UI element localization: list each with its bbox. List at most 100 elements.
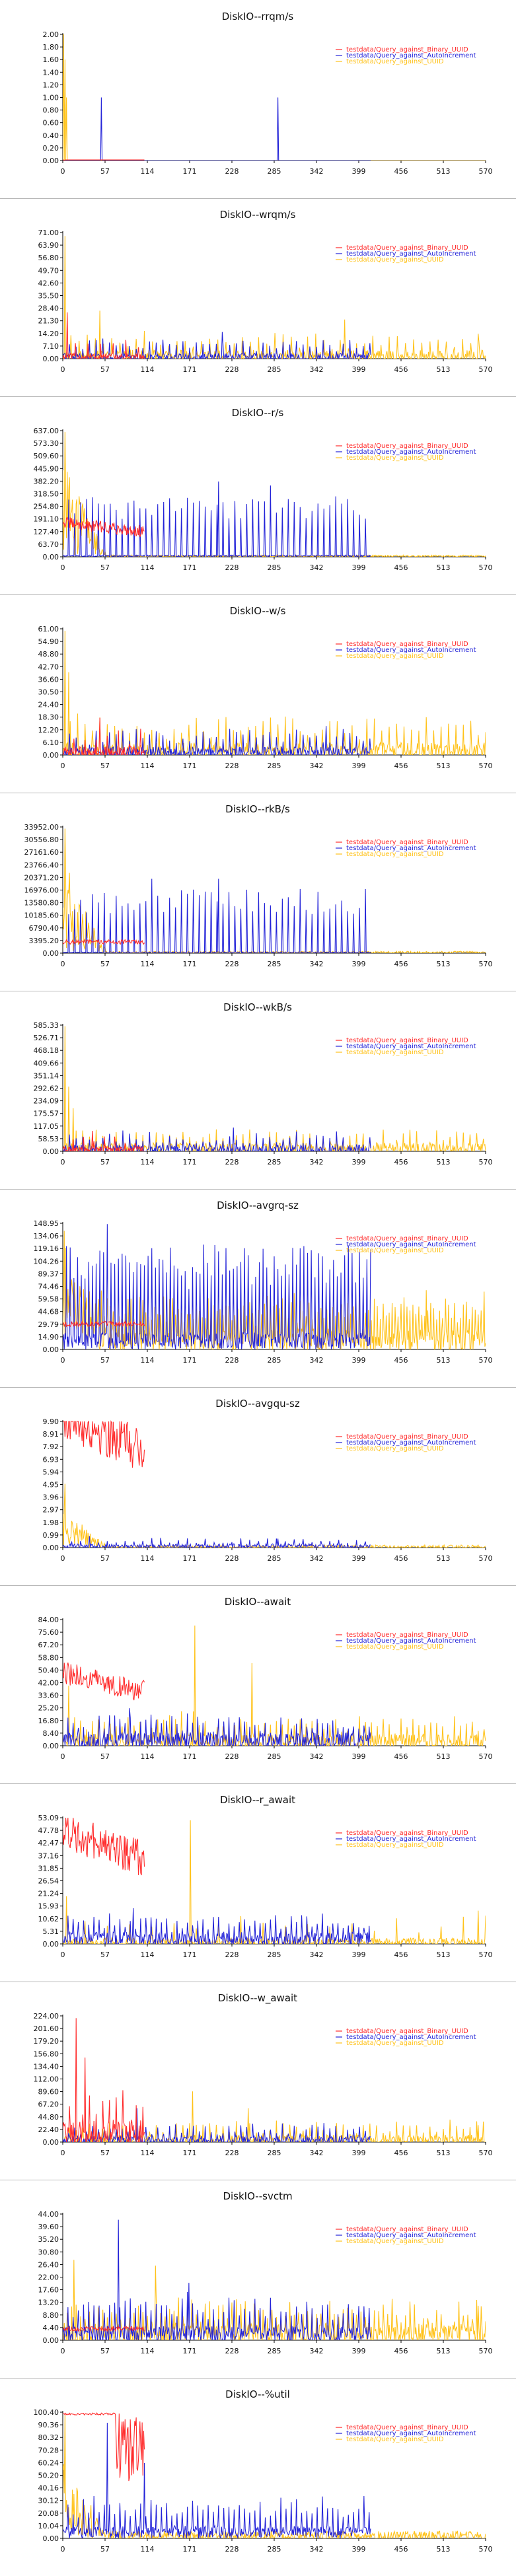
y-tick-label: 526.71 — [34, 1034, 59, 1042]
x-tick-label: 114 — [141, 1158, 155, 1166]
x-tick-label: 0 — [61, 2545, 65, 2554]
panel-divider — [0, 1585, 516, 1586]
series-line-blue — [63, 2219, 371, 2340]
x-tick-label: 456 — [394, 1158, 408, 1166]
x-tick-label: 228 — [225, 1356, 239, 1365]
y-tick-label: 13580.80 — [24, 899, 59, 908]
x-tick-label: 399 — [352, 1356, 366, 1365]
y-tick-label: 0.40 — [43, 131, 59, 140]
y-tick-label: 44.68 — [38, 1308, 59, 1316]
chart-title: DiskIO--await — [225, 1596, 291, 1608]
x-tick-label: 570 — [479, 1158, 493, 1166]
x-tick-label: 0 — [61, 1554, 65, 1563]
x-tick-label: 114 — [141, 2545, 155, 2554]
y-tick-label: 24.40 — [38, 701, 59, 709]
legend-label: testdata/Query_against_AutoIncrement — [346, 52, 476, 59]
y-tick-label: 0.00 — [43, 949, 59, 958]
x-tick-label: 342 — [310, 762, 324, 770]
y-tick-label: 112.00 — [34, 2075, 59, 2084]
y-tick-label: 42.47 — [38, 1839, 59, 1847]
legend-label: testdata/Query_against_UUID — [346, 1445, 444, 1452]
y-tick-label: 12.20 — [38, 726, 59, 734]
y-tick-label: 201.60 — [34, 2024, 59, 2033]
y-tick-label: 6.10 — [43, 738, 59, 747]
chart-panel: DiskIO--await 0.00 8.40 16.80 25.20 33.60 42.0… — [0, 1585, 516, 1783]
y-tick-label: 49.70 — [38, 266, 59, 275]
legend-label: testdata/Query_against_Binary_UUID — [346, 839, 468, 846]
y-tick-label: 30556.80 — [24, 836, 59, 844]
y-tick-label: 50.40 — [38, 1666, 59, 1674]
y-tick-label: 1.98 — [43, 1519, 59, 1527]
x-tick-label: 171 — [183, 960, 197, 968]
x-tick-label: 0 — [61, 1158, 65, 1166]
x-tick-label: 513 — [437, 1752, 451, 1761]
legend-label: testdata/Query_against_AutoIncrement — [346, 845, 476, 852]
y-tick-label: 5.94 — [43, 1468, 59, 1476]
y-tick-label: 10185.60 — [24, 912, 59, 920]
y-tick-label: 509.60 — [34, 452, 59, 460]
y-tick-label: 0.80 — [43, 106, 59, 115]
chart-svg: DiskIO--avgqu-sz 0.00 0.99 1.98 2.97 3.96 4.95… — [43, 1398, 493, 1563]
y-tick-label: 468.18 — [34, 1046, 59, 1055]
x-tick-label: 399 — [352, 762, 366, 770]
chart-svg: DiskIO--wrqm/s 0.00 7.10 14.20 21.30 28.40 35.… — [38, 209, 493, 374]
x-tick-label: 570 — [479, 563, 493, 572]
chart-svg: DiskIO--avgrq-sz 0.00 14.90 29.79 44.68 59.58… — [34, 1199, 493, 1365]
y-tick-label: 29.79 — [38, 1320, 59, 1329]
x-tick-label: 228 — [225, 365, 239, 374]
legend-label: testdata/Query_against_AutoIncrement — [346, 2034, 476, 2041]
chart-svg: DiskIO--w/s 0.00 6.10 12.20 18.30 24.40 30.50 3… — [38, 605, 493, 770]
x-tick-label: 171 — [183, 1752, 197, 1761]
legend-label: testdata/Query_against_Binary_UUID — [346, 244, 468, 252]
x-tick-label: 513 — [437, 167, 451, 176]
series-line-orange — [63, 1231, 486, 1349]
y-tick-label: 80.32 — [38, 2433, 59, 2442]
chart-panel: DiskIO--rrqm/s 0.00 0.20 0.40 0.60 0.80 1.00 1.… — [0, 0, 516, 198]
y-tick-label: 40.16 — [38, 2484, 59, 2493]
y-tick-label: 117.05 — [34, 1122, 59, 1131]
y-tick-label: 67.20 — [38, 2100, 59, 2109]
x-tick-label: 171 — [183, 2347, 197, 2355]
x-tick-label: 285 — [268, 1752, 281, 1761]
x-tick-label: 0 — [61, 1950, 65, 1959]
x-tick-label: 114 — [141, 1752, 155, 1761]
y-tick-label: 70.28 — [38, 2446, 59, 2454]
x-tick-label: 57 — [100, 2347, 110, 2355]
y-tick-label: 1.20 — [43, 81, 59, 89]
x-tick-label: 285 — [268, 762, 281, 770]
y-tick-label: 61.00 — [38, 625, 59, 633]
legend-label: testdata/Query_against_UUID — [346, 1049, 444, 1056]
y-tick-label: 8.80 — [43, 2311, 59, 2320]
y-tick-label: 89.60 — [38, 2088, 59, 2096]
x-tick-label: 570 — [479, 1752, 493, 1761]
legend-label: testdata/Query_against_AutoIncrement — [346, 1836, 476, 1843]
x-tick-label: 342 — [310, 960, 324, 968]
y-tick-label: 54.90 — [38, 637, 59, 646]
legend-label: testdata/Query_against_Binary_UUID — [346, 641, 468, 648]
x-tick-label: 342 — [310, 2545, 324, 2554]
chart-title: DiskIO--r_await — [220, 1794, 295, 1807]
y-tick-label: 42.70 — [38, 662, 59, 671]
x-tick-label: 399 — [352, 167, 366, 176]
x-tick-label: 171 — [183, 563, 197, 572]
y-tick-label: 26.54 — [38, 1877, 59, 1886]
legend-label: testdata/Query_against_UUID — [346, 2238, 444, 2245]
x-tick-label: 342 — [310, 1158, 324, 1166]
legend-label: testdata/Query_against_UUID — [346, 2040, 444, 2047]
x-tick-label: 57 — [100, 365, 110, 374]
y-tick-label: 0.99 — [43, 1531, 59, 1540]
series-line-blue — [63, 1708, 371, 1746]
y-tick-label: 8.40 — [43, 1729, 59, 1738]
series-line-blue — [63, 1908, 371, 1944]
series-line-orange — [63, 1626, 486, 1746]
y-tick-label: 20.08 — [38, 2509, 59, 2518]
y-tick-label: 445.90 — [34, 464, 59, 473]
y-tick-label: 585.33 — [34, 1021, 59, 1030]
y-tick-label: 30.50 — [38, 688, 59, 697]
y-tick-label: 20371.20 — [24, 873, 59, 882]
chart-svg: DiskIO--svctm 0.00 4.40 8.80 13.20 17.60 22.00… — [38, 2190, 493, 2355]
series-line-blue — [63, 2108, 371, 2142]
x-tick-label: 57 — [100, 2149, 110, 2157]
y-tick-label: 175.57 — [34, 1110, 59, 1118]
y-tick-label: 292.62 — [34, 1085, 59, 1093]
